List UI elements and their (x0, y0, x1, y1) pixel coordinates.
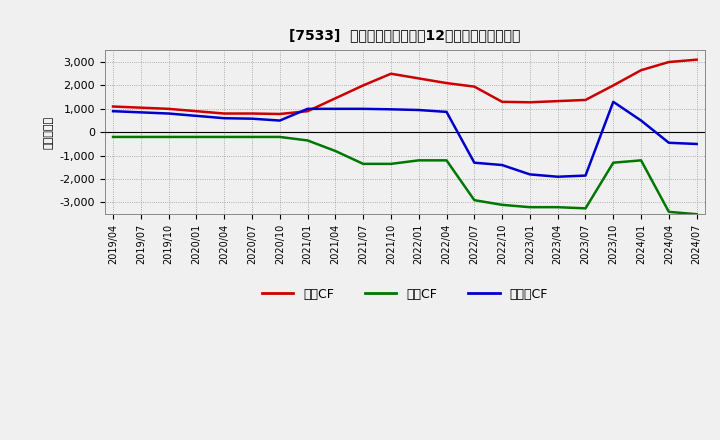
営業CF (164, 106, 173, 111)
営業CF (303, 109, 312, 114)
フリーCF (470, 160, 479, 165)
フリーCF (554, 174, 562, 180)
フリーCF (636, 118, 645, 123)
フリーCF (137, 110, 145, 115)
営業CF (220, 111, 228, 116)
投資CF (331, 148, 340, 154)
投資CF (248, 134, 256, 139)
営業CF (693, 57, 701, 62)
Title: [7533]  キャッシュフローの12か月移動合計の推移: [7533] キャッシュフローの12か月移動合計の推移 (289, 28, 521, 42)
営業CF (276, 111, 284, 117)
Line: 営業CF: 営業CF (113, 60, 697, 114)
投資CF (164, 134, 173, 139)
フリーCF (665, 140, 673, 146)
営業CF (526, 99, 534, 105)
フリーCF (220, 116, 228, 121)
フリーCF (415, 107, 423, 113)
営業CF (331, 95, 340, 101)
フリーCF (609, 99, 618, 104)
営業CF (248, 111, 256, 116)
フリーCF (359, 106, 367, 111)
営業CF (387, 71, 395, 77)
投資CF (109, 134, 117, 139)
投資CF (387, 161, 395, 166)
営業CF (415, 76, 423, 81)
営業CF (442, 81, 451, 86)
Line: 投資CF: 投資CF (113, 137, 697, 214)
投資CF (581, 206, 590, 211)
投資CF (137, 134, 145, 139)
投資CF (609, 160, 618, 165)
フリーCF (498, 162, 506, 168)
投資CF (665, 209, 673, 215)
投資CF (498, 202, 506, 208)
投資CF (470, 198, 479, 203)
フリーCF (581, 173, 590, 178)
営業CF (498, 99, 506, 104)
フリーCF (192, 113, 201, 118)
営業CF (636, 68, 645, 73)
投資CF (276, 134, 284, 139)
フリーCF (526, 172, 534, 177)
営業CF (359, 83, 367, 88)
営業CF (109, 104, 117, 109)
フリーCF (442, 109, 451, 114)
投資CF (415, 158, 423, 163)
投資CF (693, 212, 701, 217)
フリーCF (303, 106, 312, 111)
フリーCF (248, 116, 256, 121)
営業CF (581, 97, 590, 103)
営業CF (554, 99, 562, 104)
フリーCF (164, 111, 173, 116)
投資CF (442, 158, 451, 163)
投資CF (554, 205, 562, 210)
Legend: 営業CF, 投資CF, フリーCF: 営業CF, 投資CF, フリーCF (256, 283, 553, 306)
フリーCF (276, 118, 284, 123)
営業CF (470, 84, 479, 89)
フリーCF (109, 109, 117, 114)
営業CF (609, 83, 618, 88)
営業CF (137, 105, 145, 110)
Y-axis label: （百万円）: （百万円） (44, 116, 54, 149)
フリーCF (387, 106, 395, 112)
投資CF (220, 134, 228, 139)
投資CF (303, 138, 312, 143)
営業CF (665, 59, 673, 65)
フリーCF (331, 106, 340, 111)
フリーCF (693, 141, 701, 147)
Line: フリーCF: フリーCF (113, 102, 697, 177)
投資CF (636, 158, 645, 163)
投資CF (526, 205, 534, 210)
投資CF (359, 161, 367, 166)
営業CF (192, 109, 201, 114)
投資CF (192, 134, 201, 139)
